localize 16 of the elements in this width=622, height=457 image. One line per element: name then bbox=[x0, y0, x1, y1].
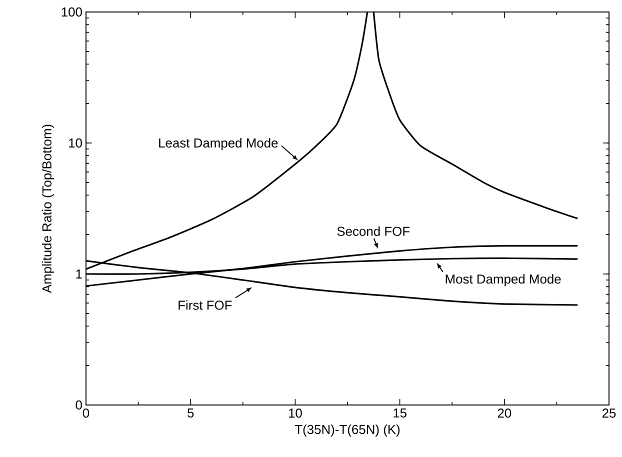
y-tick-label: 0 bbox=[76, 400, 82, 410]
annotation: Second FOF bbox=[337, 226, 410, 236]
x-tick-label: 25 bbox=[602, 408, 616, 418]
x-tick-label: 10 bbox=[288, 408, 302, 418]
x-tick-label: 20 bbox=[498, 408, 512, 418]
annotation: Least Damped Mode bbox=[159, 138, 278, 150]
y-axis-title: Amplitude Ratio (Top/Bottom) bbox=[42, 124, 54, 294]
x-tick-label: 0 bbox=[82, 408, 90, 418]
y-tick-label: 10 bbox=[69, 138, 82, 148]
x-tick-label: 15 bbox=[394, 408, 406, 418]
y-tick-label: 100 bbox=[62, 7, 82, 17]
annotation: Most Damped Mode bbox=[446, 274, 561, 286]
x-axis-title: T(35N)-T(65N) (K) bbox=[294, 424, 400, 437]
y-tick-label: 1 bbox=[76, 270, 82, 278]
x-tick-label: 5 bbox=[188, 408, 194, 418]
annotation: First FOF bbox=[178, 300, 232, 310]
